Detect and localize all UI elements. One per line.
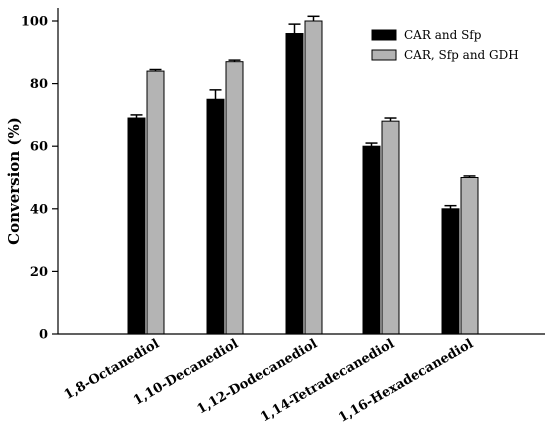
legend-label: CAR, Sfp and GDH <box>404 48 519 62</box>
bar <box>441 208 460 335</box>
y-tick-label: 40 <box>30 202 48 217</box>
bars-layer <box>127 15 479 335</box>
y-tick-label: 80 <box>30 77 48 92</box>
x-tick-label: 1,14-Tetradecanediol <box>258 336 397 425</box>
bar <box>285 33 304 335</box>
bar <box>127 117 146 335</box>
y-axis-label: Conversion (%) <box>5 117 23 245</box>
bar <box>460 177 479 335</box>
legend: CAR and Sfp CAR, Sfp and GDH <box>371 28 519 62</box>
bar <box>206 98 225 335</box>
bar <box>362 145 381 335</box>
bar <box>304 20 323 335</box>
y-tick-label: 20 <box>30 265 48 280</box>
legend-swatch <box>371 29 397 41</box>
bar <box>225 61 244 335</box>
bar <box>381 120 400 335</box>
x-tick-label: 1,16-Hexadecanediol <box>336 336 476 425</box>
bar <box>146 70 165 335</box>
y-tick-label: 100 <box>21 15 48 30</box>
y-tick-label: 0 <box>39 328 48 343</box>
y-tick-label: 60 <box>30 140 48 155</box>
legend-swatch <box>371 49 397 61</box>
legend-label: CAR and Sfp <box>404 28 482 42</box>
